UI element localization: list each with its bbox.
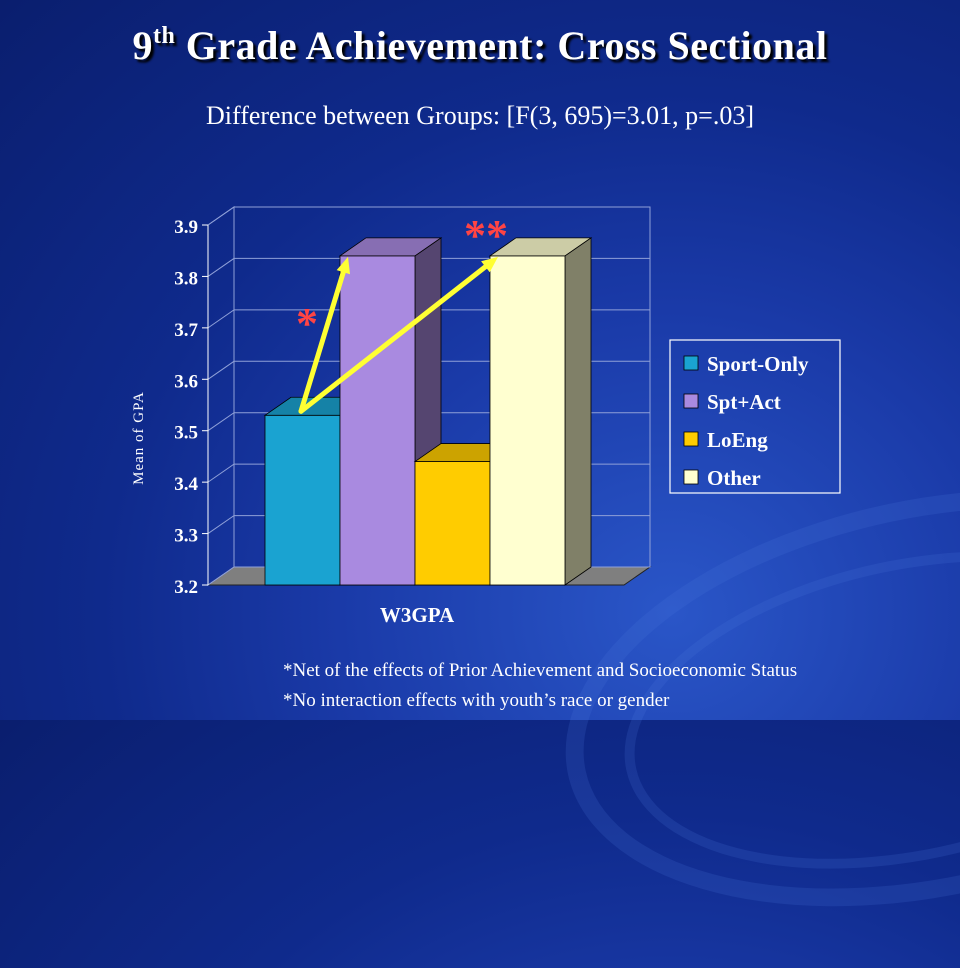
y-tick-label: 3.3	[174, 526, 198, 547]
bar-other-side	[564, 237, 592, 586]
title-number: 9	[132, 23, 153, 68]
chart-annotations: ***	[296, 211, 508, 414]
y-tick-label: 3.7	[174, 320, 198, 341]
significance-arrow	[298, 269, 346, 414]
y-tick-label: 3.9	[174, 217, 198, 238]
legend-label: Sport-Only	[707, 352, 809, 376]
chart-legend: Sport-Only Spt+Act LoEng Other	[669, 339, 841, 494]
y-tick-label: 3.6	[174, 371, 198, 392]
bar-other-top	[488, 237, 593, 257]
legend-label: LoEng	[707, 428, 768, 452]
y-tick-label: 3.4	[174, 474, 198, 495]
slide-title: 9th Grade Achievement: Cross Sectional	[0, 22, 960, 69]
significance-arrow	[298, 264, 488, 414]
legend-swatch	[683, 469, 699, 485]
chart-bars	[263, 237, 593, 586]
significance-arrowhead	[336, 256, 351, 275]
legend-box	[669, 339, 841, 494]
bar-loeng	[414, 461, 491, 586]
y-tick-label: 3.2	[174, 577, 198, 598]
bar-spt-act-top	[338, 237, 443, 257]
y-tick-label: 3.5	[174, 423, 198, 444]
y-tick-label: 3.8	[174, 268, 198, 289]
title-ordinal-suffix: th	[152, 23, 176, 49]
footnote-1: *Net of the effects of Prior Achievement…	[283, 660, 798, 681]
legend-label: Spt+Act	[707, 390, 781, 414]
legend-swatch	[683, 393, 699, 409]
bar-spt-act	[339, 255, 416, 586]
significance-arrowhead	[481, 256, 498, 273]
legend-swatch	[683, 355, 699, 371]
legend-label: Other	[707, 466, 761, 490]
footnote-2: *No interaction effects with youth’s rac…	[283, 690, 670, 711]
y-axis-label: Mean of GPA	[131, 391, 147, 485]
significance-stars: **	[464, 211, 508, 260]
slide-subtitle: Difference between Groups: [F(3, 695)=3.…	[206, 101, 754, 130]
gridline	[207, 206, 650, 226]
title-text: Grade Achievement: Cross Sectional	[175, 23, 828, 68]
bar-sport-only	[264, 414, 341, 586]
x-axis-label: W3GPA	[380, 603, 455, 627]
bar-other	[489, 255, 566, 586]
legend-swatch	[683, 431, 699, 447]
gpa-bar-chart: 3.2 3.3 3.4 3.5 3.6 3.7 3.8 3.9 Mean of GPA W3GPA…	[131, 206, 841, 627]
significance-stars: *	[296, 299, 318, 348]
chart-side-wall	[207, 206, 235, 586]
